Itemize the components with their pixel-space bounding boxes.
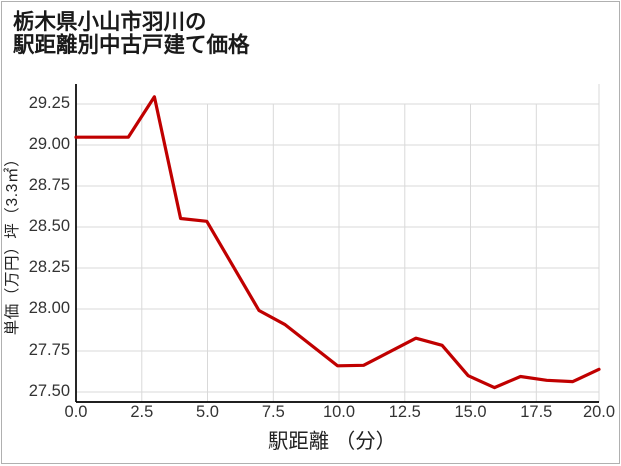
svg-text:28.75: 28.75	[29, 176, 70, 194]
svg-text:0.0: 0.0	[65, 403, 88, 421]
svg-text:17.5: 17.5	[520, 403, 552, 421]
svg-text:29.00: 29.00	[29, 135, 70, 153]
svg-text:駅距離 （分）: 駅距離 （分）	[268, 430, 396, 453]
svg-text:20.0: 20.0	[583, 403, 615, 421]
svg-text:28.50: 28.50	[29, 217, 70, 235]
svg-text:単価（万円）坪（3.3㎡）: 単価（万円）坪（3.3㎡）	[3, 151, 21, 335]
svg-text:28.00: 28.00	[29, 299, 70, 317]
svg-text:12.5: 12.5	[389, 403, 421, 421]
svg-text:27.50: 27.50	[29, 382, 70, 400]
svg-text:2.5: 2.5	[130, 403, 153, 421]
svg-text:7.5: 7.5	[262, 403, 285, 421]
svg-text:15.0: 15.0	[454, 403, 486, 421]
svg-text:5.0: 5.0	[196, 403, 219, 421]
svg-text:10.0: 10.0	[323, 403, 355, 421]
svg-text:29.25: 29.25	[29, 94, 70, 112]
svg-text:27.75: 27.75	[29, 341, 70, 359]
svg-text:28.25: 28.25	[29, 258, 70, 276]
